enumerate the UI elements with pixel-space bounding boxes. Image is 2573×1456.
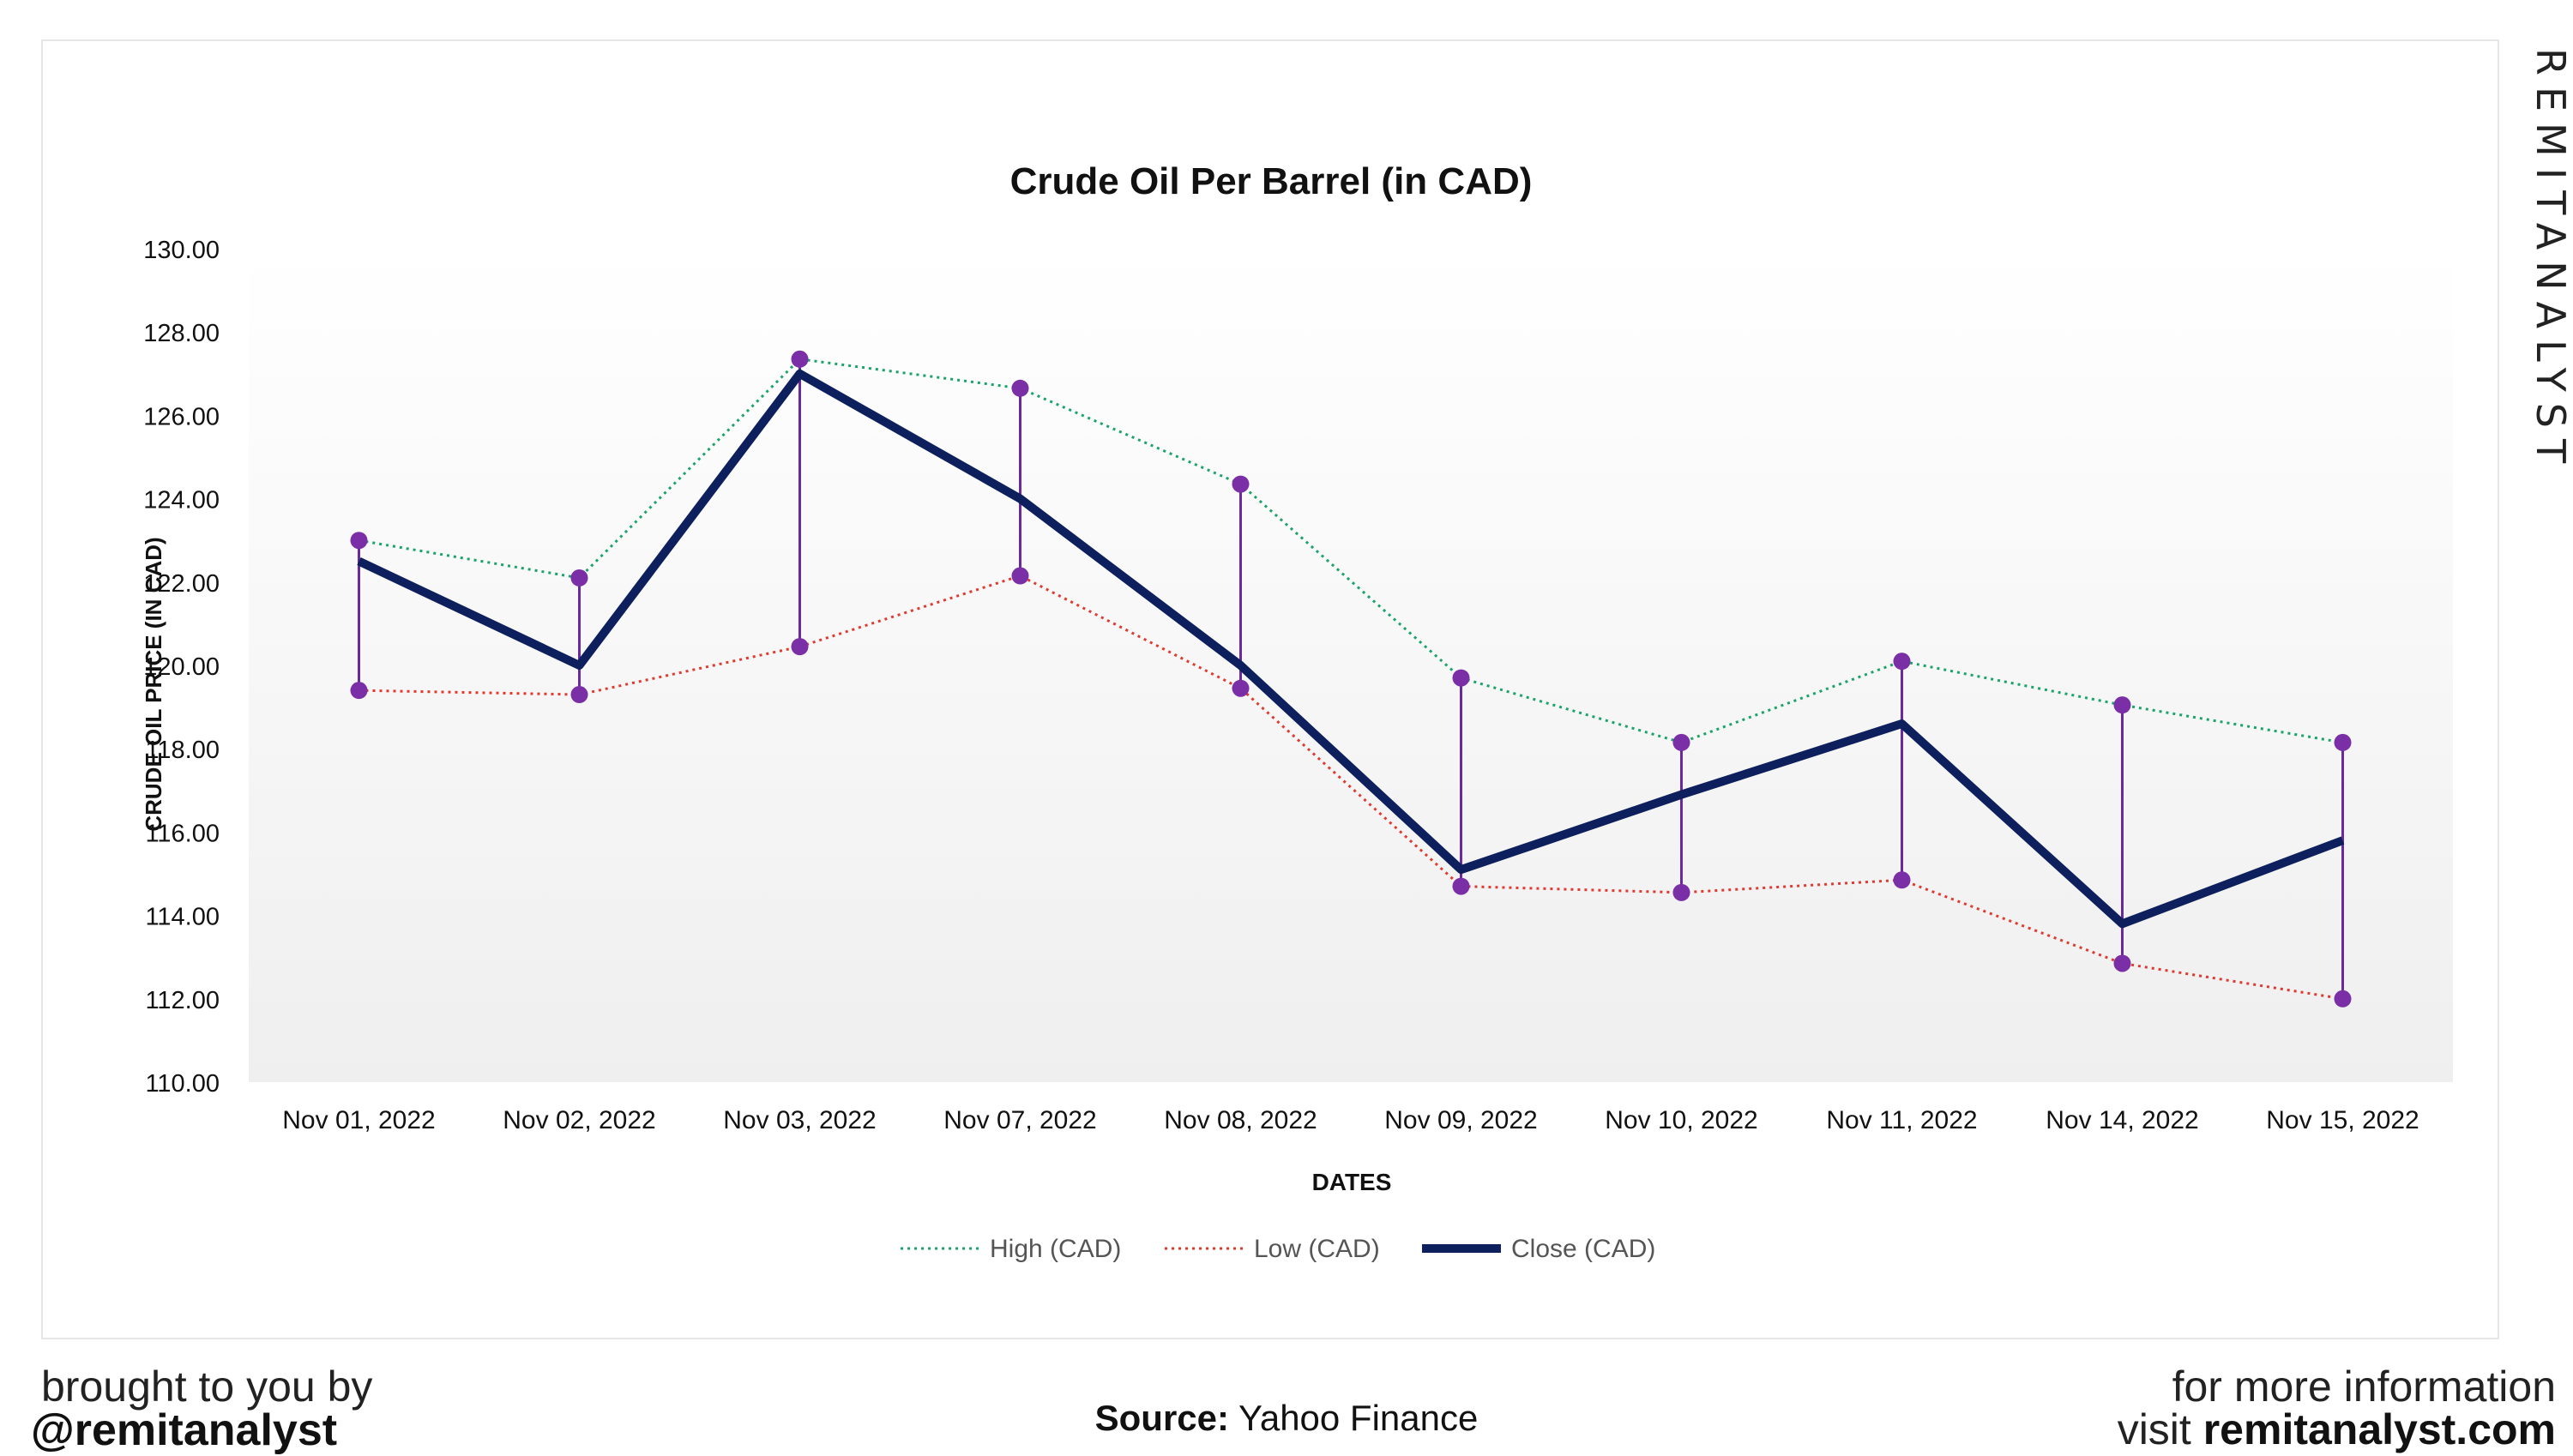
legend-close-label: Close (CAD)	[1511, 1235, 1655, 1263]
visit-prefix: visit	[2117, 1405, 2191, 1453]
x-axis-label: DATES	[1312, 1169, 1392, 1195]
footer-more-info: for more information	[2172, 1363, 2556, 1411]
footer-handle[interactable]: @remitanalyst	[31, 1405, 338, 1455]
legend-low-label: Low (CAD)	[1254, 1235, 1380, 1263]
high-series-line	[359, 358, 2343, 744]
x-tick-label: Nov 03, 2022	[723, 1106, 876, 1134]
visit-site[interactable]: remitanalyst.com	[2202, 1405, 2556, 1453]
brand-vertical-text: REMITANALYST	[2528, 48, 2573, 474]
y-tick-label: 130.00	[143, 237, 220, 264]
x-tick-label: Nov 08, 2022	[1164, 1106, 1317, 1134]
footer-source: Source: Yahoo Finance	[0, 1398, 2573, 1439]
high-point-marker	[2113, 696, 2131, 714]
low-point-marker	[1011, 567, 1029, 585]
low-point-marker	[570, 686, 588, 704]
high-point-marker	[791, 350, 809, 368]
chart-svg: Crude Oil Per Barrel (in CAD) CRUDE OIL …	[141, 160, 2453, 1263]
plot-area	[249, 249, 2453, 1082]
chart-title: Crude Oil Per Barrel (in CAD)	[1010, 160, 1533, 202]
x-tick-label: Nov 09, 2022	[1384, 1106, 1537, 1134]
x-tick-label: Nov 01, 2022	[282, 1106, 435, 1134]
chart-frame: Crude Oil Per Barrel (in CAD) CRUDE OIL …	[41, 39, 2499, 1339]
low-point-marker	[2334, 990, 2352, 1008]
low-point-marker	[1893, 871, 1911, 889]
low-point-marker	[350, 682, 368, 700]
y-tick-label: 118.00	[145, 737, 220, 764]
low-point-marker	[2113, 954, 2131, 972]
y-tick-label: 112.00	[145, 987, 220, 1014]
high-point-marker	[2334, 733, 2352, 751]
low-point-marker	[1452, 877, 1470, 895]
series-lines	[357, 358, 2345, 1001]
high-point-marker	[1672, 733, 1690, 751]
y-tick-label: 114.00	[145, 904, 220, 931]
y-tick-label: 122.00	[143, 570, 220, 598]
x-tick-label: Nov 14, 2022	[2046, 1106, 2198, 1134]
y-tick-label: 120.00	[143, 653, 220, 681]
footer-brought-by: brought to you by	[41, 1363, 373, 1411]
brand-wordmark: REMITANALYST	[2528, 48, 2573, 474]
footer-visit[interactable]: visit remitanalyst.com	[2118, 1405, 2556, 1454]
high-point-marker	[1011, 379, 1029, 397]
x-tick-label: Nov 07, 2022	[943, 1106, 1096, 1134]
point-markers	[350, 350, 2352, 1008]
close-series-line	[357, 369, 2345, 929]
y-axis-label: CRUDE OIL PRICE (IN CAD)	[141, 537, 166, 831]
low-point-marker	[1672, 883, 1690, 901]
source-value: Yahoo Finance	[1238, 1398, 1479, 1438]
low-point-marker	[791, 638, 809, 656]
x-tick-label: Nov 11, 2022	[1826, 1106, 1977, 1134]
y-tick-label: 128.00	[143, 320, 220, 347]
high-point-marker	[570, 569, 588, 587]
x-tick-labels: Nov 01, 2022 Nov 02, 2022 Nov 03, 2022 Nov …	[282, 1106, 2419, 1134]
y-tick-label: 124.00	[143, 487, 220, 514]
x-tick-label: Nov 02, 2022	[503, 1106, 655, 1134]
y-tick-labels: 110.00 112.00 114.00 116.00 118.00 120.00 122.…	[143, 237, 220, 1098]
legend: High (CAD) Low (CAD) Close (CAD)	[901, 1235, 1655, 1263]
x-tick-label: Nov 15, 2022	[2266, 1106, 2419, 1134]
high-point-marker	[1452, 669, 1470, 687]
high-point-marker	[1232, 475, 1250, 493]
y-tick-label: 110.00	[145, 1070, 220, 1098]
y-tick-label: 116.00	[145, 820, 220, 847]
y-tick-label: 126.00	[143, 403, 220, 430]
low-point-marker	[1232, 679, 1250, 697]
legend-high-label: High (CAD)	[990, 1235, 1121, 1263]
high-point-marker	[350, 532, 368, 550]
x-tick-label: Nov 10, 2022	[1605, 1106, 1757, 1134]
source-label: Source:	[1094, 1398, 1230, 1438]
high-point-marker	[1893, 653, 1911, 671]
